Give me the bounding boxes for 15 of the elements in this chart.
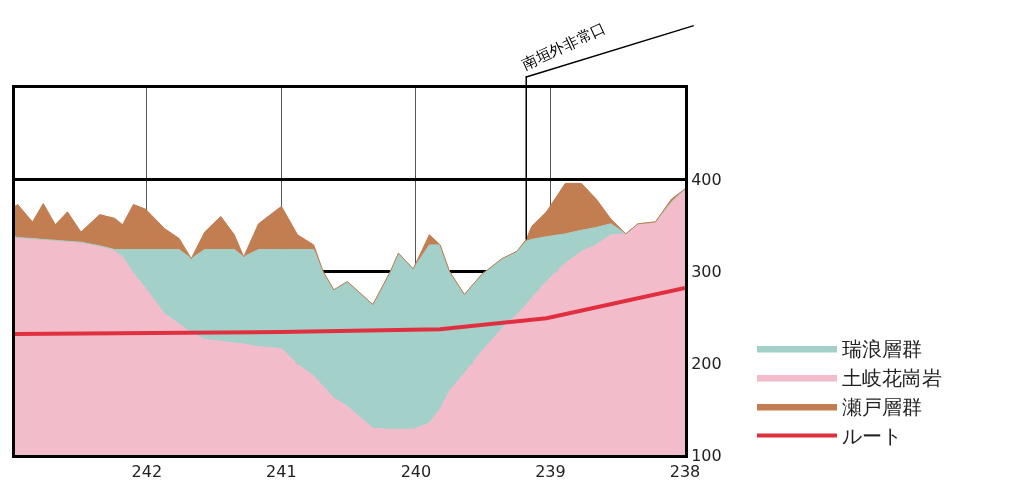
y-tick-label: 100 [691,445,722,465]
legend-label: 土岐花崗岩 [842,366,942,391]
x-tick-label: 239 [535,462,566,482]
legend-label: ルート [842,424,902,449]
y-tick-label: 200 [691,353,722,373]
legend-label: 瑞浪層群 [842,337,922,362]
annotation: 南垣外非常口 [519,18,609,74]
x-tick-label: 242 [131,462,163,482]
x-tick-label: 240 [400,462,432,482]
y-tick-label: 300 [691,262,722,282]
legend-label: 瀬戸層群 [842,395,922,420]
x-tick-label: 241 [266,462,297,482]
x-tick-label: 238 [669,462,701,482]
y-tick-label: 400 [691,170,722,190]
line-series [15,286,685,336]
